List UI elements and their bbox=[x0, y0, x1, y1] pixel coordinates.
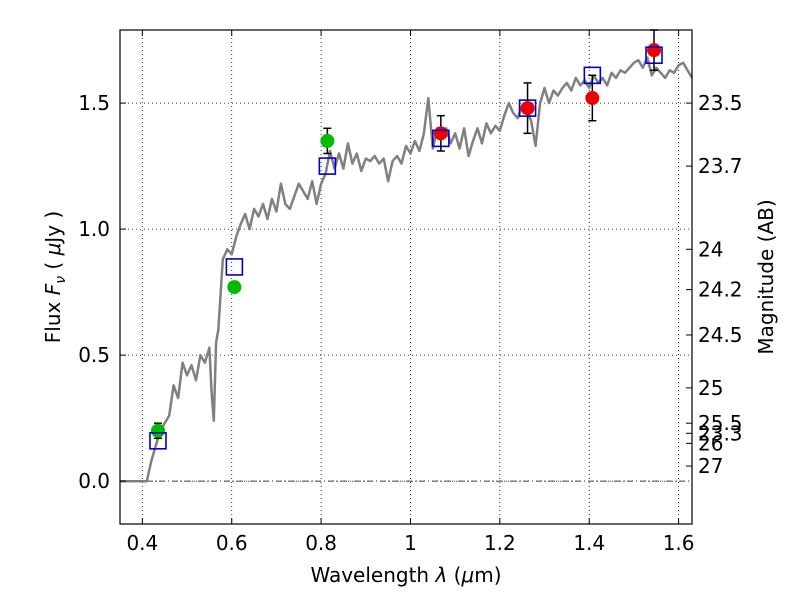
mag-tick-label: 24.5 bbox=[698, 323, 743, 347]
x-axis-title: Wavelength λ (μm) bbox=[310, 563, 501, 587]
model-flux-square bbox=[583, 66, 602, 85]
mag-tick-label: 27 bbox=[698, 454, 723, 478]
model-flux-square bbox=[645, 46, 663, 65]
x-tick-label: 0.8 bbox=[305, 531, 337, 555]
mag-tick-label: 23.5 bbox=[698, 91, 743, 115]
green-data-point bbox=[320, 133, 335, 148]
model-flux-square bbox=[432, 129, 450, 148]
y2-axis-title: Magnitude (AB) bbox=[754, 199, 778, 354]
red-data-point bbox=[520, 101, 535, 116]
model-flux-square bbox=[518, 99, 537, 117]
x-tick-label: 1.2 bbox=[484, 531, 516, 555]
x-tick-label: 0.6 bbox=[216, 531, 248, 555]
green-data-point bbox=[227, 280, 242, 295]
y-tick-label: 0.0 bbox=[78, 469, 110, 493]
plot-frame bbox=[119, 29, 693, 525]
mag-tick-label: 23.3 bbox=[698, 421, 743, 445]
y-tick-label: 1.5 bbox=[78, 91, 110, 115]
mag-tick-label: 26 bbox=[698, 431, 723, 455]
x-tick-label: 1.6 bbox=[663, 531, 695, 555]
mag-tick-label: 24.2 bbox=[698, 278, 743, 302]
red-data-point bbox=[585, 91, 600, 106]
plot-background bbox=[120, 30, 692, 524]
green-data-point bbox=[150, 423, 165, 438]
y-tick-label: 1.0 bbox=[78, 217, 110, 241]
red-data-point bbox=[647, 43, 662, 58]
model-flux-square bbox=[225, 258, 244, 276]
x-tick-label: 1 bbox=[404, 531, 417, 555]
mag-tick-label: 24 bbox=[698, 237, 723, 261]
y-axis-title: Flux Fν ( μJy ) bbox=[41, 211, 69, 343]
photometry-layer bbox=[149, 29, 663, 450]
y-tick-label: 0.5 bbox=[78, 343, 110, 367]
x-tick-label: 0.4 bbox=[126, 531, 158, 555]
mag-tick-label: 23.7 bbox=[698, 154, 743, 178]
x-tick-label: 1.4 bbox=[573, 531, 605, 555]
mag-tick-label: 25 bbox=[698, 376, 723, 400]
model-flux-square bbox=[318, 157, 337, 175]
model-flux-square bbox=[149, 432, 167, 450]
red-data-point bbox=[433, 126, 448, 141]
ticks: 0.4 0.6 0.8 1 1.2 1.4 1.6 0.0 0.5 1.0 1.5 23.3 23.5 2… bbox=[78, 30, 743, 555]
mag-tick-label: 25.5 bbox=[698, 411, 743, 435]
